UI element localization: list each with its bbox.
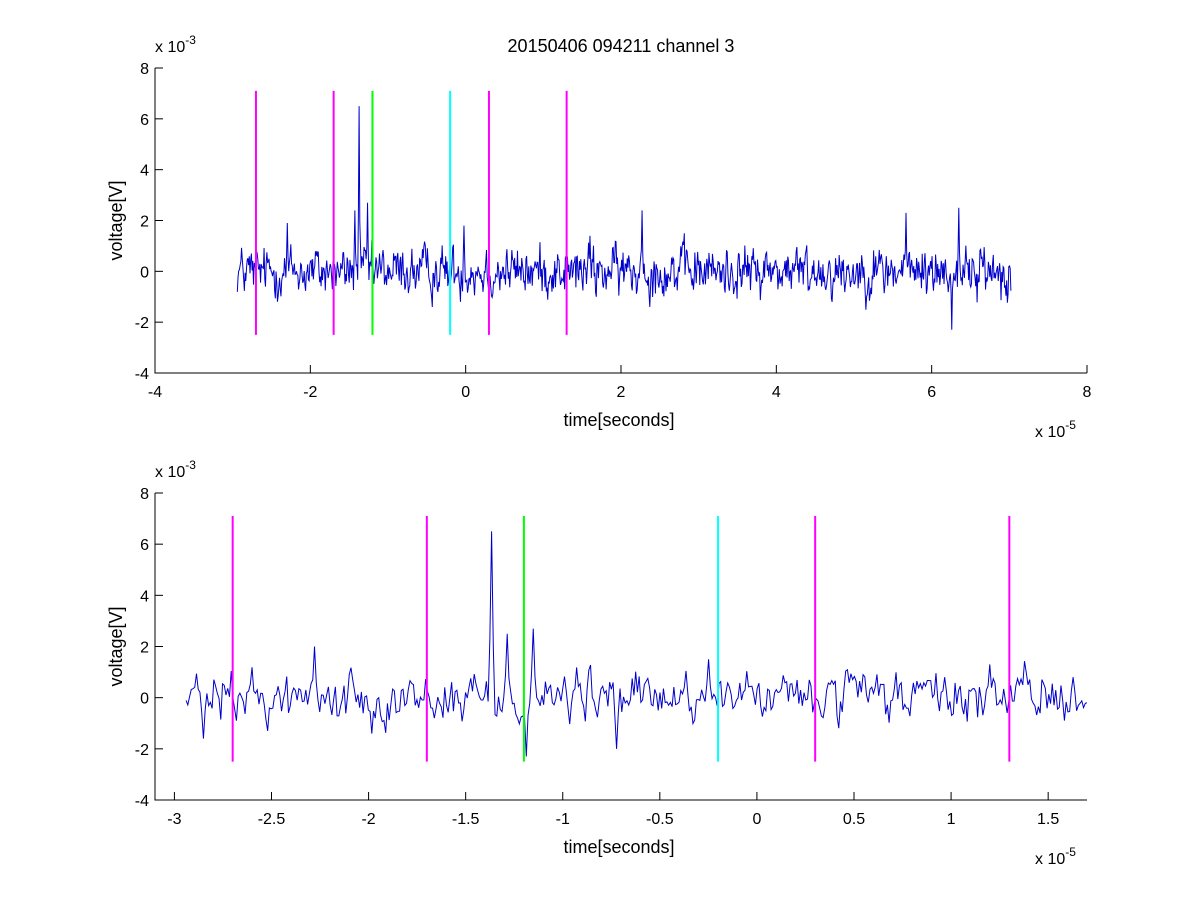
y-tick-label: 6 xyxy=(140,112,149,129)
y-axis-label: voltage[V] xyxy=(106,180,126,260)
x-tick-label: -4 xyxy=(148,384,162,401)
x-tick-label: -2 xyxy=(303,384,317,401)
x-tick-label: 1.5 xyxy=(1037,811,1059,828)
signal-line xyxy=(185,531,1087,757)
x-tick-label: -3 xyxy=(167,811,181,828)
y-tick-label: -2 xyxy=(135,315,149,332)
x-tick-label: 1 xyxy=(947,811,956,828)
signal-line xyxy=(236,106,1012,330)
y-tick-label: 0 xyxy=(140,264,149,281)
top-plot: -4 -2 0 2 4 6 8 -4 -2 0 2 4 6 8 x 10-3 x 10-5 time[secon… xyxy=(106,33,1092,441)
x-tick-label: 8 xyxy=(1083,384,1092,401)
x-tick-label: -1 xyxy=(556,811,570,828)
y-tick-label: 4 xyxy=(140,163,149,180)
x-tick-label: -0.5 xyxy=(646,811,674,828)
x-tick-label: -2.5 xyxy=(258,811,286,828)
y-tick-label: 4 xyxy=(140,588,149,605)
chart-title: 20150406 094211 channel 3 xyxy=(508,36,735,56)
bottom-plot: -3 -2.5 -2 -1.5 -1 -0.5 0 0.5 1 1.5 -4 -2 0 2 4 6 8 x 10-… xyxy=(106,458,1087,868)
x-tick-label: 4 xyxy=(772,384,781,401)
x-tick-label: 0 xyxy=(752,811,761,828)
y-tick-label: 2 xyxy=(140,640,149,657)
y-axis-label: voltage[V] xyxy=(106,606,126,686)
x-exponent-label: x 10-5 xyxy=(1035,418,1076,441)
axis-frame xyxy=(154,493,1087,801)
y-tick-label: -4 xyxy=(135,793,149,810)
x-axis-label: time[seconds] xyxy=(563,837,674,857)
y-tick-label: 0 xyxy=(140,691,149,708)
x-tick-label: 0 xyxy=(461,384,470,401)
x-tick-label: 6 xyxy=(927,384,936,401)
y-tick-label: 6 xyxy=(140,537,149,554)
y-tick-label: 2 xyxy=(140,214,149,231)
x-tick-label: -1.5 xyxy=(452,811,480,828)
x-tick-label: -2 xyxy=(361,811,375,828)
axis-frame xyxy=(154,68,1087,374)
x-exponent-label: x 10-5 xyxy=(1035,845,1076,868)
x-tick-label: 0.5 xyxy=(843,811,865,828)
y-exponent-label: x 10-3 xyxy=(155,33,196,56)
y-tick-label: 8 xyxy=(140,61,149,78)
y-tick-label: -4 xyxy=(135,366,149,383)
x-tick-label: 2 xyxy=(617,384,626,401)
y-exponent-label: x 10-3 xyxy=(155,458,196,481)
y-tick-label: -2 xyxy=(135,742,149,759)
x-axis-label: time[seconds] xyxy=(563,410,674,430)
y-tick-label: 8 xyxy=(140,486,149,503)
